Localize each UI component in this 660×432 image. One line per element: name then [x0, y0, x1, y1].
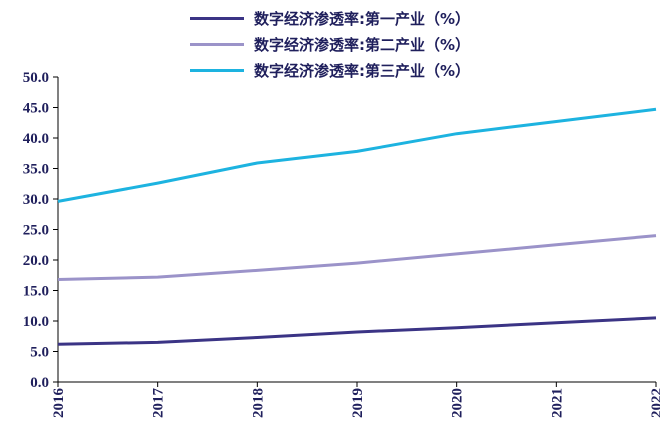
series-line-3	[57, 107, 657, 203]
y-tick-label: 0.0	[30, 375, 49, 391]
x-tick-label: 2017	[151, 388, 167, 419]
x-tick-label: 2016	[51, 388, 67, 419]
legend-swatch-primary	[190, 16, 244, 20]
legend-label-secondary: 数字经济渗透率:第二产业（%）	[254, 35, 471, 54]
y-tick-label: 5.0	[30, 345, 49, 361]
y-tick-label: 20.0	[23, 253, 49, 269]
series-line-2	[57, 234, 657, 281]
legend-item-secondary: 数字经济渗透率:第二产业（%）	[190, 34, 470, 54]
y-tick-label: 15.0	[23, 284, 49, 300]
x-tick-label: 2022	[649, 388, 660, 418]
legend-label-primary: 数字经济渗透率:第一产业（%）	[254, 9, 471, 28]
legend-label-tertiary: 数字经济渗透率:第三产业（%）	[254, 61, 471, 80]
legend-item-tertiary: 数字经济渗透率:第三产业（%）	[190, 60, 470, 80]
legend-item-primary: 数字经济渗透率:第一产业（%）	[190, 8, 470, 28]
y-tick-label: 35.0	[23, 162, 49, 178]
y-tick-label: 30.0	[23, 192, 49, 208]
x-tick-label: 2018	[250, 388, 266, 418]
axes: 0.0 5.0 10.0 15.0 20.0 25.0 30.0 35.0 40.0 45.0 50…	[23, 70, 660, 418]
y-tick-label: 45.0	[23, 101, 49, 117]
x-tick-label: 2019	[350, 388, 366, 418]
y-tick-label: 40.0	[23, 131, 49, 147]
x-tick-label: 2020	[450, 388, 466, 418]
series-line-1	[57, 316, 657, 346]
y-tick-label: 50.0	[23, 70, 49, 86]
legend-swatch-tertiary	[190, 68, 244, 72]
series-layer	[57, 107, 657, 346]
y-tick-label: 25.0	[23, 223, 49, 239]
x-tick-label: 2021	[549, 388, 565, 418]
y-tick-label: 10.0	[23, 314, 49, 330]
legend-swatch-secondary	[190, 42, 244, 46]
